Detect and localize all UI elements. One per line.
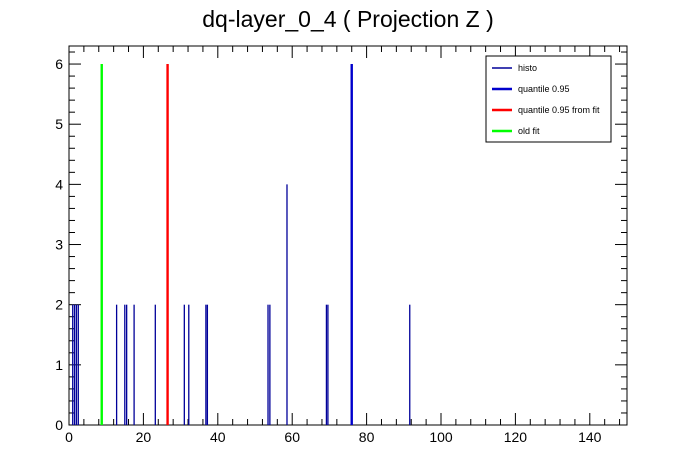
plot-frame bbox=[68, 45, 628, 426]
x-tick-label: 0 bbox=[65, 429, 73, 445]
y-tick-label: 3 bbox=[55, 237, 63, 253]
y-tick-label: 2 bbox=[55, 297, 63, 313]
histogram-bars bbox=[72, 64, 411, 425]
y-tick-label: 5 bbox=[55, 116, 63, 132]
legend-box bbox=[485, 55, 612, 143]
x-tick-label: 40 bbox=[210, 429, 226, 445]
x-tick-label: 20 bbox=[136, 429, 152, 445]
x-tick-label: 60 bbox=[284, 429, 300, 445]
x-tick-label: 140 bbox=[578, 429, 602, 445]
y-tick-label: 4 bbox=[55, 176, 63, 192]
x-tick-label: 80 bbox=[359, 429, 375, 445]
legend-label: quantile 0.95 from fit bbox=[518, 105, 600, 115]
y-tick-label: 1 bbox=[55, 357, 63, 373]
legend-label: histo bbox=[518, 63, 537, 73]
x-tick-label: 120 bbox=[504, 429, 528, 445]
x-tick-label: 100 bbox=[429, 429, 453, 445]
legend-label: quantile 0.95 bbox=[518, 84, 570, 94]
quantile-lines bbox=[100, 64, 353, 425]
chart-title: dq-layer_0_4 ( Projection Z ) bbox=[202, 6, 494, 32]
plot-area-border bbox=[68, 45, 628, 426]
legend-label: old fit bbox=[518, 126, 540, 136]
legend: histo quantile 0.95 quantile 0.95 from fit… bbox=[485, 55, 612, 143]
axis-ticks: 0 20 40 60 80 100 120 140 0 1 2 3 4 5 6 bbox=[55, 46, 627, 445]
y-tick-label: 0 bbox=[55, 417, 63, 433]
y-tick-label: 6 bbox=[55, 56, 63, 72]
